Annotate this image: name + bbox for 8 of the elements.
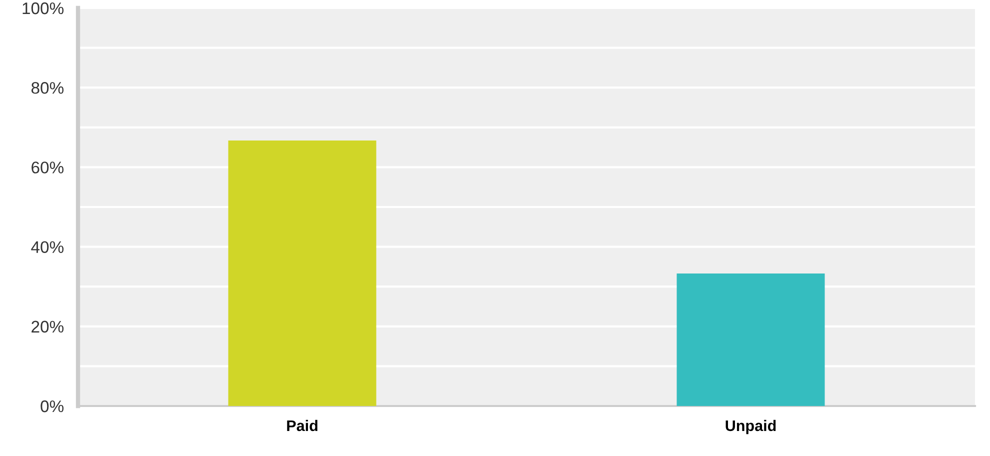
y-tick-label: 100% bbox=[22, 2, 64, 14]
y-tick-label: 40% bbox=[31, 241, 64, 254]
x-tick-label: Unpaid bbox=[726, 420, 776, 434]
y-tick-label: 80% bbox=[31, 82, 64, 94]
y-tick-label: 0% bbox=[40, 400, 64, 412]
y-tick-label: 20% bbox=[32, 320, 64, 333]
x-tick-label: Paid bbox=[287, 420, 318, 432]
y-tick-label: 60% bbox=[32, 162, 64, 174]
